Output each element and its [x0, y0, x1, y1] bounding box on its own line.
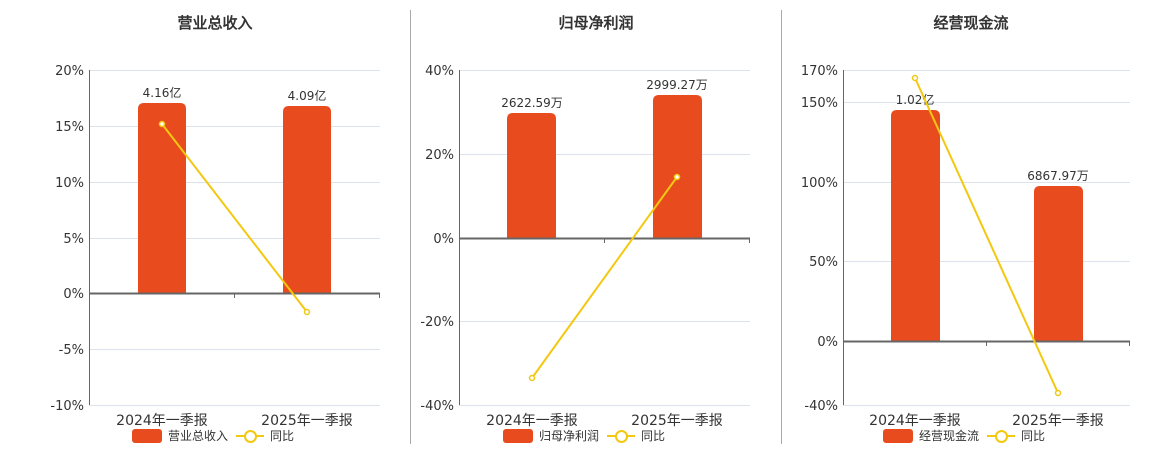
legend-bar-label[interactable]: 营业总收入 [168, 429, 229, 443]
bar[interactable] [1034, 186, 1083, 341]
line-point[interactable] [911, 74, 919, 82]
y-tick: 10% [55, 176, 84, 191]
y-tick: 15% [55, 120, 84, 135]
y-tick: -5% [59, 343, 84, 358]
legend-bar-swatch[interactable] [883, 428, 913, 443]
y-tick: 0% [817, 335, 838, 350]
chart-plot: 20% 15% 10% 5% 0% -5% -10% 4.16亿 4.09亿 2… [50, 64, 380, 429]
divider [410, 10, 411, 444]
legend: 营业总收入 同比 [132, 427, 294, 444]
y-tick: 0% [433, 232, 454, 247]
line-point[interactable] [303, 308, 311, 316]
line-point[interactable] [528, 374, 536, 382]
line-point[interactable] [673, 173, 681, 181]
divider [781, 10, 782, 444]
chart-title: 经营现金流 [933, 14, 1009, 32]
y-tick: 0% [63, 287, 84, 302]
bar[interactable] [283, 106, 331, 293]
legend: 归母净利润 同比 [503, 427, 665, 444]
legend-bar-label[interactable]: 经营现金流 [919, 429, 980, 443]
y-tick: 20% [55, 64, 84, 79]
legend-bar-label[interactable]: 归母净利润 [539, 429, 600, 443]
chart-panel-operating-cash-flow: 经营现金流 170% 150% 100% 50% 0% -40% 1.02亿 6… [782, 0, 1160, 450]
x-tick: 2024年一季报 [869, 413, 961, 429]
bar-label: 6867.97万 [1027, 169, 1089, 183]
chart-title: 营业总收入 [177, 14, 253, 32]
y-tick: 50% [809, 255, 838, 270]
y-tick: 5% [63, 232, 84, 247]
x-tick: 2025年一季报 [1012, 413, 1104, 429]
legend-bar-swatch[interactable] [132, 428, 162, 443]
y-tick: -10% [50, 399, 84, 414]
x-tick: 2025年一季报 [261, 413, 353, 429]
y-tick: -20% [420, 315, 454, 330]
bar[interactable] [653, 95, 702, 238]
chart-plot: 170% 150% 100% 50% 0% -40% 1.02亿 6867.97… [801, 64, 1130, 429]
y-tick: -40% [420, 399, 454, 414]
bar-label: 2622.59万 [501, 96, 563, 110]
line-point[interactable] [1054, 389, 1062, 397]
bar[interactable] [891, 110, 940, 341]
x-tick: 2024年一季报 [116, 413, 208, 429]
bar[interactable] [507, 113, 556, 238]
y-tick: 40% [425, 64, 454, 79]
y-tick: -40% [804, 399, 838, 414]
legend-line-swatch[interactable] [607, 429, 636, 443]
y-tick: 150% [801, 96, 838, 111]
bar-label: 4.16亿 [143, 85, 182, 100]
legend-line-swatch[interactable] [987, 429, 1016, 443]
x-tick: 2024年一季报 [486, 413, 578, 429]
legend: 经营现金流 同比 [883, 427, 1045, 444]
bar-label: 2999.27万 [646, 78, 708, 92]
y-tick: 20% [425, 148, 454, 163]
legend-line-label[interactable]: 同比 [1021, 429, 1046, 443]
chart-title: 归母净利润 [558, 14, 634, 32]
chart-panel-net-profit: 归母净利润 40% 20% 0% -20% -40% 2622.59万 2999… [411, 0, 781, 450]
legend-line-label[interactable]: 同比 [641, 429, 666, 443]
legend-line-label[interactable]: 同比 [270, 429, 295, 443]
chart-plot: 40% 20% 0% -20% -40% 2622.59万 2999.27万 2… [420, 64, 750, 429]
y-tick: 170% [801, 64, 838, 79]
x-tick: 2025年一季报 [631, 413, 723, 429]
line-point[interactable] [158, 120, 166, 128]
y-tick: 100% [801, 176, 838, 191]
legend-bar-swatch[interactable] [503, 428, 533, 443]
bar-label: 1.02亿 [896, 92, 935, 107]
bar[interactable] [138, 103, 186, 293]
bar-label: 4.09亿 [288, 88, 327, 103]
chart-panel-revenue: 营业总收入 20% 15% 10% 5% 0% -5% -10% [0, 0, 410, 450]
legend-line-swatch[interactable] [236, 429, 265, 443]
